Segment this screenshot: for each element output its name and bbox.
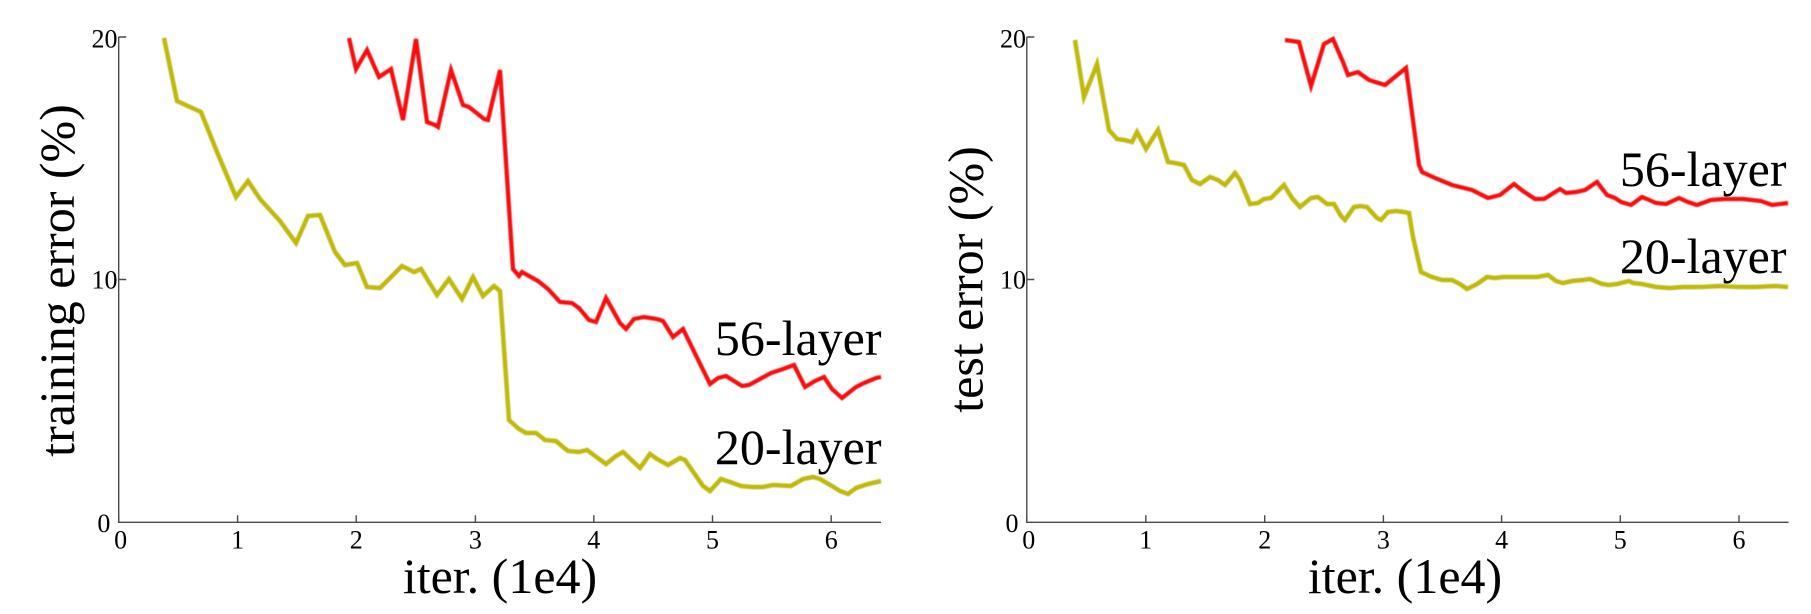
svg-text:5: 5	[706, 526, 719, 555]
svg-text:20: 20	[92, 25, 118, 54]
svg-text:10: 10	[1000, 266, 1026, 295]
svg-text:1: 1	[1139, 526, 1152, 555]
svg-text:56-layer: 56-layer	[1620, 141, 1787, 197]
svg-text:4: 4	[587, 526, 600, 555]
svg-text:6: 6	[825, 526, 838, 555]
svg-text:0: 0	[114, 526, 127, 555]
svg-text:3: 3	[469, 526, 482, 555]
svg-text:5: 5	[1614, 526, 1627, 555]
svg-text:56-layer: 56-layer	[715, 310, 882, 366]
svg-text:20: 20	[1000, 25, 1026, 54]
svg-text:0: 0	[1006, 509, 1019, 538]
svg-text:0: 0	[1022, 526, 1035, 555]
svg-text:test error (%): test error (%)	[938, 146, 994, 413]
svg-text:6: 6	[1733, 526, 1746, 555]
svg-text:training error (%): training error (%)	[29, 104, 85, 457]
svg-text:2: 2	[1258, 526, 1271, 555]
svg-text:3: 3	[1377, 526, 1390, 555]
svg-text:4: 4	[1495, 526, 1508, 555]
svg-text:20-layer: 20-layer	[715, 419, 882, 475]
svg-text:0: 0	[97, 509, 110, 538]
svg-text:1: 1	[231, 526, 244, 555]
svg-text:2: 2	[350, 526, 363, 555]
svg-text:10: 10	[92, 266, 118, 295]
svg-text:iter. (1e4): iter. (1e4)	[1308, 548, 1502, 604]
svg-text:iter. (1e4): iter. (1e4)	[403, 548, 597, 604]
svg-text:20-layer: 20-layer	[1620, 228, 1787, 284]
